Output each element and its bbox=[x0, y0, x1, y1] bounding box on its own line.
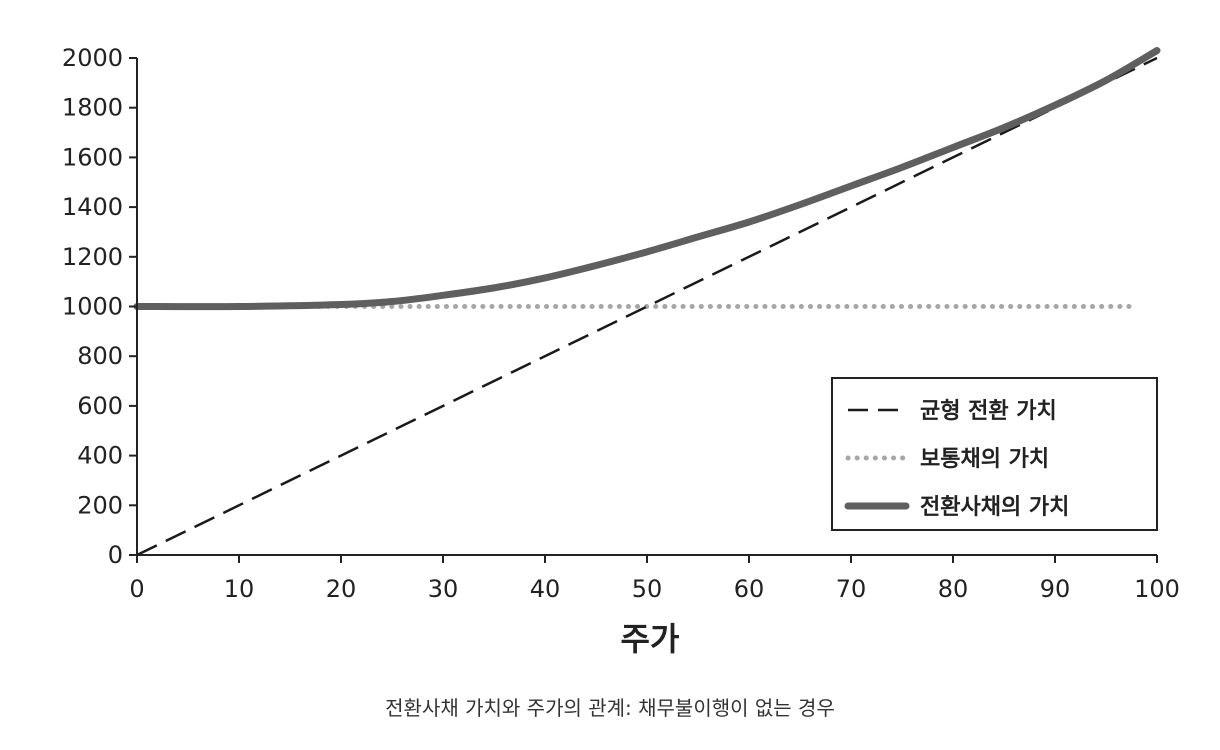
y-tick-label: 1000 bbox=[62, 293, 123, 321]
series-line-0 bbox=[136, 56, 1158, 557]
y-tick-label: 1400 bbox=[62, 193, 123, 221]
series-layer bbox=[133, 47, 1161, 557]
x-tick-label: 50 bbox=[632, 575, 663, 603]
series-line-2 bbox=[133, 47, 1161, 311]
y-tick-label: 200 bbox=[77, 491, 123, 519]
x-tick-label: 20 bbox=[326, 575, 357, 603]
y-tick-label: 400 bbox=[77, 442, 123, 470]
axes: 0 200 400 600 800 1000 1200 1400 1600 1800 2000 0 10… bbox=[62, 44, 1180, 603]
x-tick-label: 0 bbox=[129, 575, 144, 603]
y-tick-label: 800 bbox=[77, 342, 123, 370]
legend-label-2: 전환사채의 가치 bbox=[920, 495, 1069, 520]
chart: 0 200 400 600 800 1000 1200 1400 1600 1800 2000 0 10… bbox=[62, 44, 1180, 658]
x-tick-label: 60 bbox=[734, 575, 765, 603]
x-tick-label: 70 bbox=[836, 575, 867, 603]
y-tick-label: 1200 bbox=[62, 243, 123, 271]
y-tick-label: 2000 bbox=[62, 44, 123, 72]
y-tick-label: 1800 bbox=[62, 94, 123, 122]
x-tick-label: 40 bbox=[530, 575, 561, 603]
figure-caption: 전환사채 가치와 주가의 관계: 채무불이행이 없는 경우 bbox=[385, 696, 835, 720]
y-tick-label: 1600 bbox=[62, 143, 123, 171]
x-tick-label: 10 bbox=[224, 575, 255, 603]
x-axis-label: 주가 bbox=[621, 620, 680, 658]
x-tick-label: 100 bbox=[1134, 575, 1180, 603]
x-tick-label: 30 bbox=[428, 575, 459, 603]
x-tick-label: 80 bbox=[938, 575, 969, 603]
legend-label-0: 균형 전환 가치 bbox=[920, 399, 1057, 424]
y-tick-label: 600 bbox=[77, 392, 123, 420]
x-tick-label: 90 bbox=[1040, 575, 1071, 603]
y-tick-label: 0 bbox=[108, 541, 123, 569]
legend-label-1: 보통채의 가치 bbox=[920, 447, 1049, 472]
